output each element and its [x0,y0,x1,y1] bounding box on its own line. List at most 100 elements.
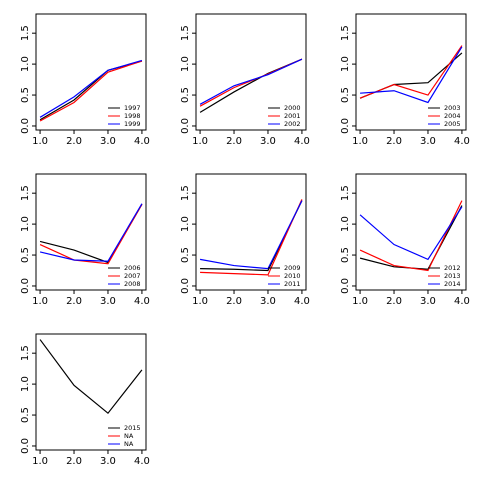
series-line [200,199,303,276]
series-line [360,46,463,104]
y-tick-label: 1.0 [180,56,191,72]
y-tick-label: 0.5 [20,87,31,103]
x-tick-label: 3.0 [260,136,276,147]
legend-label: 2001 [284,112,301,120]
legend-label: 2009 [284,264,301,272]
y-tick-label: 0.0 [20,118,31,134]
legend-label: 1997 [124,104,141,112]
x-tick-label: 4.0 [294,136,310,147]
x-tick-label: 1.0 [352,296,368,307]
y-tick-label: 0.5 [180,247,191,263]
legend-label: 2000 [284,104,301,112]
x-tick-label: 2.0 [66,456,82,467]
y-tick-label: 1.0 [20,56,31,72]
legend-label: 2005 [444,120,461,128]
y-tick-label: 0.0 [180,278,191,294]
legend-label: 2012 [444,264,461,272]
legend-label: 2014 [444,280,461,288]
plot-box [195,173,307,291]
x-tick-label: 2.0 [226,136,242,147]
series-line [359,200,463,272]
legend-label: 2004 [444,112,461,120]
y-tick-label: 1.0 [180,216,191,232]
plot-box [355,173,467,291]
series-line [359,52,463,99]
x-tick-label: 4.0 [134,296,150,307]
y-tick-label: 1.5 [20,25,31,41]
y-tick-label: 1.5 [20,185,31,201]
y-tick-label: 1.5 [20,345,31,361]
series-line [359,45,463,99]
legend-label: 2011 [284,280,301,288]
y-tick-label: 0.0 [20,278,31,294]
x-tick-label: 4.0 [134,456,150,467]
x-tick-label: 1.0 [32,296,48,307]
x-tick-label: 3.0 [100,136,116,147]
x-tick-label: 3.0 [420,296,436,307]
y-tick-label: 0.5 [20,247,31,263]
y-tick-label: 0.0 [340,118,351,134]
x-tick-label: 1.0 [192,136,208,147]
y-tick-label: 0.0 [20,438,31,454]
series-line [39,339,143,415]
y-tick-label: 0.0 [340,278,351,294]
legend-label: 1998 [124,112,141,120]
legend-label: 2006 [124,264,141,272]
legend-label: 2013 [444,272,461,280]
x-tick-label: 2.0 [226,296,242,307]
plot-box [35,333,147,451]
x-tick-label: 4.0 [294,296,310,307]
legend-label: 2015 [124,424,141,432]
x-tick-label: 2.0 [66,136,82,147]
series-line [39,59,143,118]
x-tick-label: 2.0 [386,136,402,147]
plot-box [195,13,307,131]
legend-label: 2003 [444,104,461,112]
y-tick-label: 1.0 [20,216,31,232]
x-tick-label: 4.0 [454,296,470,307]
y-tick-label: 1.5 [180,185,191,201]
legend-label: NA [124,432,134,440]
y-tick-label: 0.5 [180,87,191,103]
series-line [39,204,143,264]
series-line [359,205,463,270]
legend-label: 2010 [284,272,301,280]
y-tick-label: 1.5 [340,25,351,41]
x-tick-label: 1.0 [352,136,368,147]
series-line [359,206,463,261]
x-tick-label: 1.0 [192,296,208,307]
x-tick-label: 3.0 [260,296,276,307]
x-tick-label: 1.0 [32,456,48,467]
legend-label: 2008 [124,280,141,288]
x-tick-label: 3.0 [100,456,116,467]
y-tick-label: 1.0 [340,56,351,72]
y-tick-label: 0.5 [20,407,31,423]
x-tick-label: 1.0 [32,136,48,147]
legend-label: 2002 [284,120,301,128]
plot-box [35,13,147,131]
x-tick-label: 4.0 [454,136,470,147]
legend-label: NA [124,440,134,448]
series-line [200,200,303,272]
legend-label: 2007 [124,272,141,280]
x-tick-label: 2.0 [66,296,82,307]
series-line [39,204,143,265]
series-line [39,203,143,262]
x-tick-label: 3.0 [100,296,116,307]
series-line [199,200,303,270]
series-line [199,58,303,105]
plot-box [35,173,147,291]
y-tick-label: 0.0 [180,118,191,134]
y-tick-label: 1.0 [20,376,31,392]
y-tick-label: 1.5 [340,185,351,201]
x-tick-label: 3.0 [420,136,436,147]
x-tick-label: 4.0 [134,136,150,147]
legend-label: 1999 [124,120,141,128]
